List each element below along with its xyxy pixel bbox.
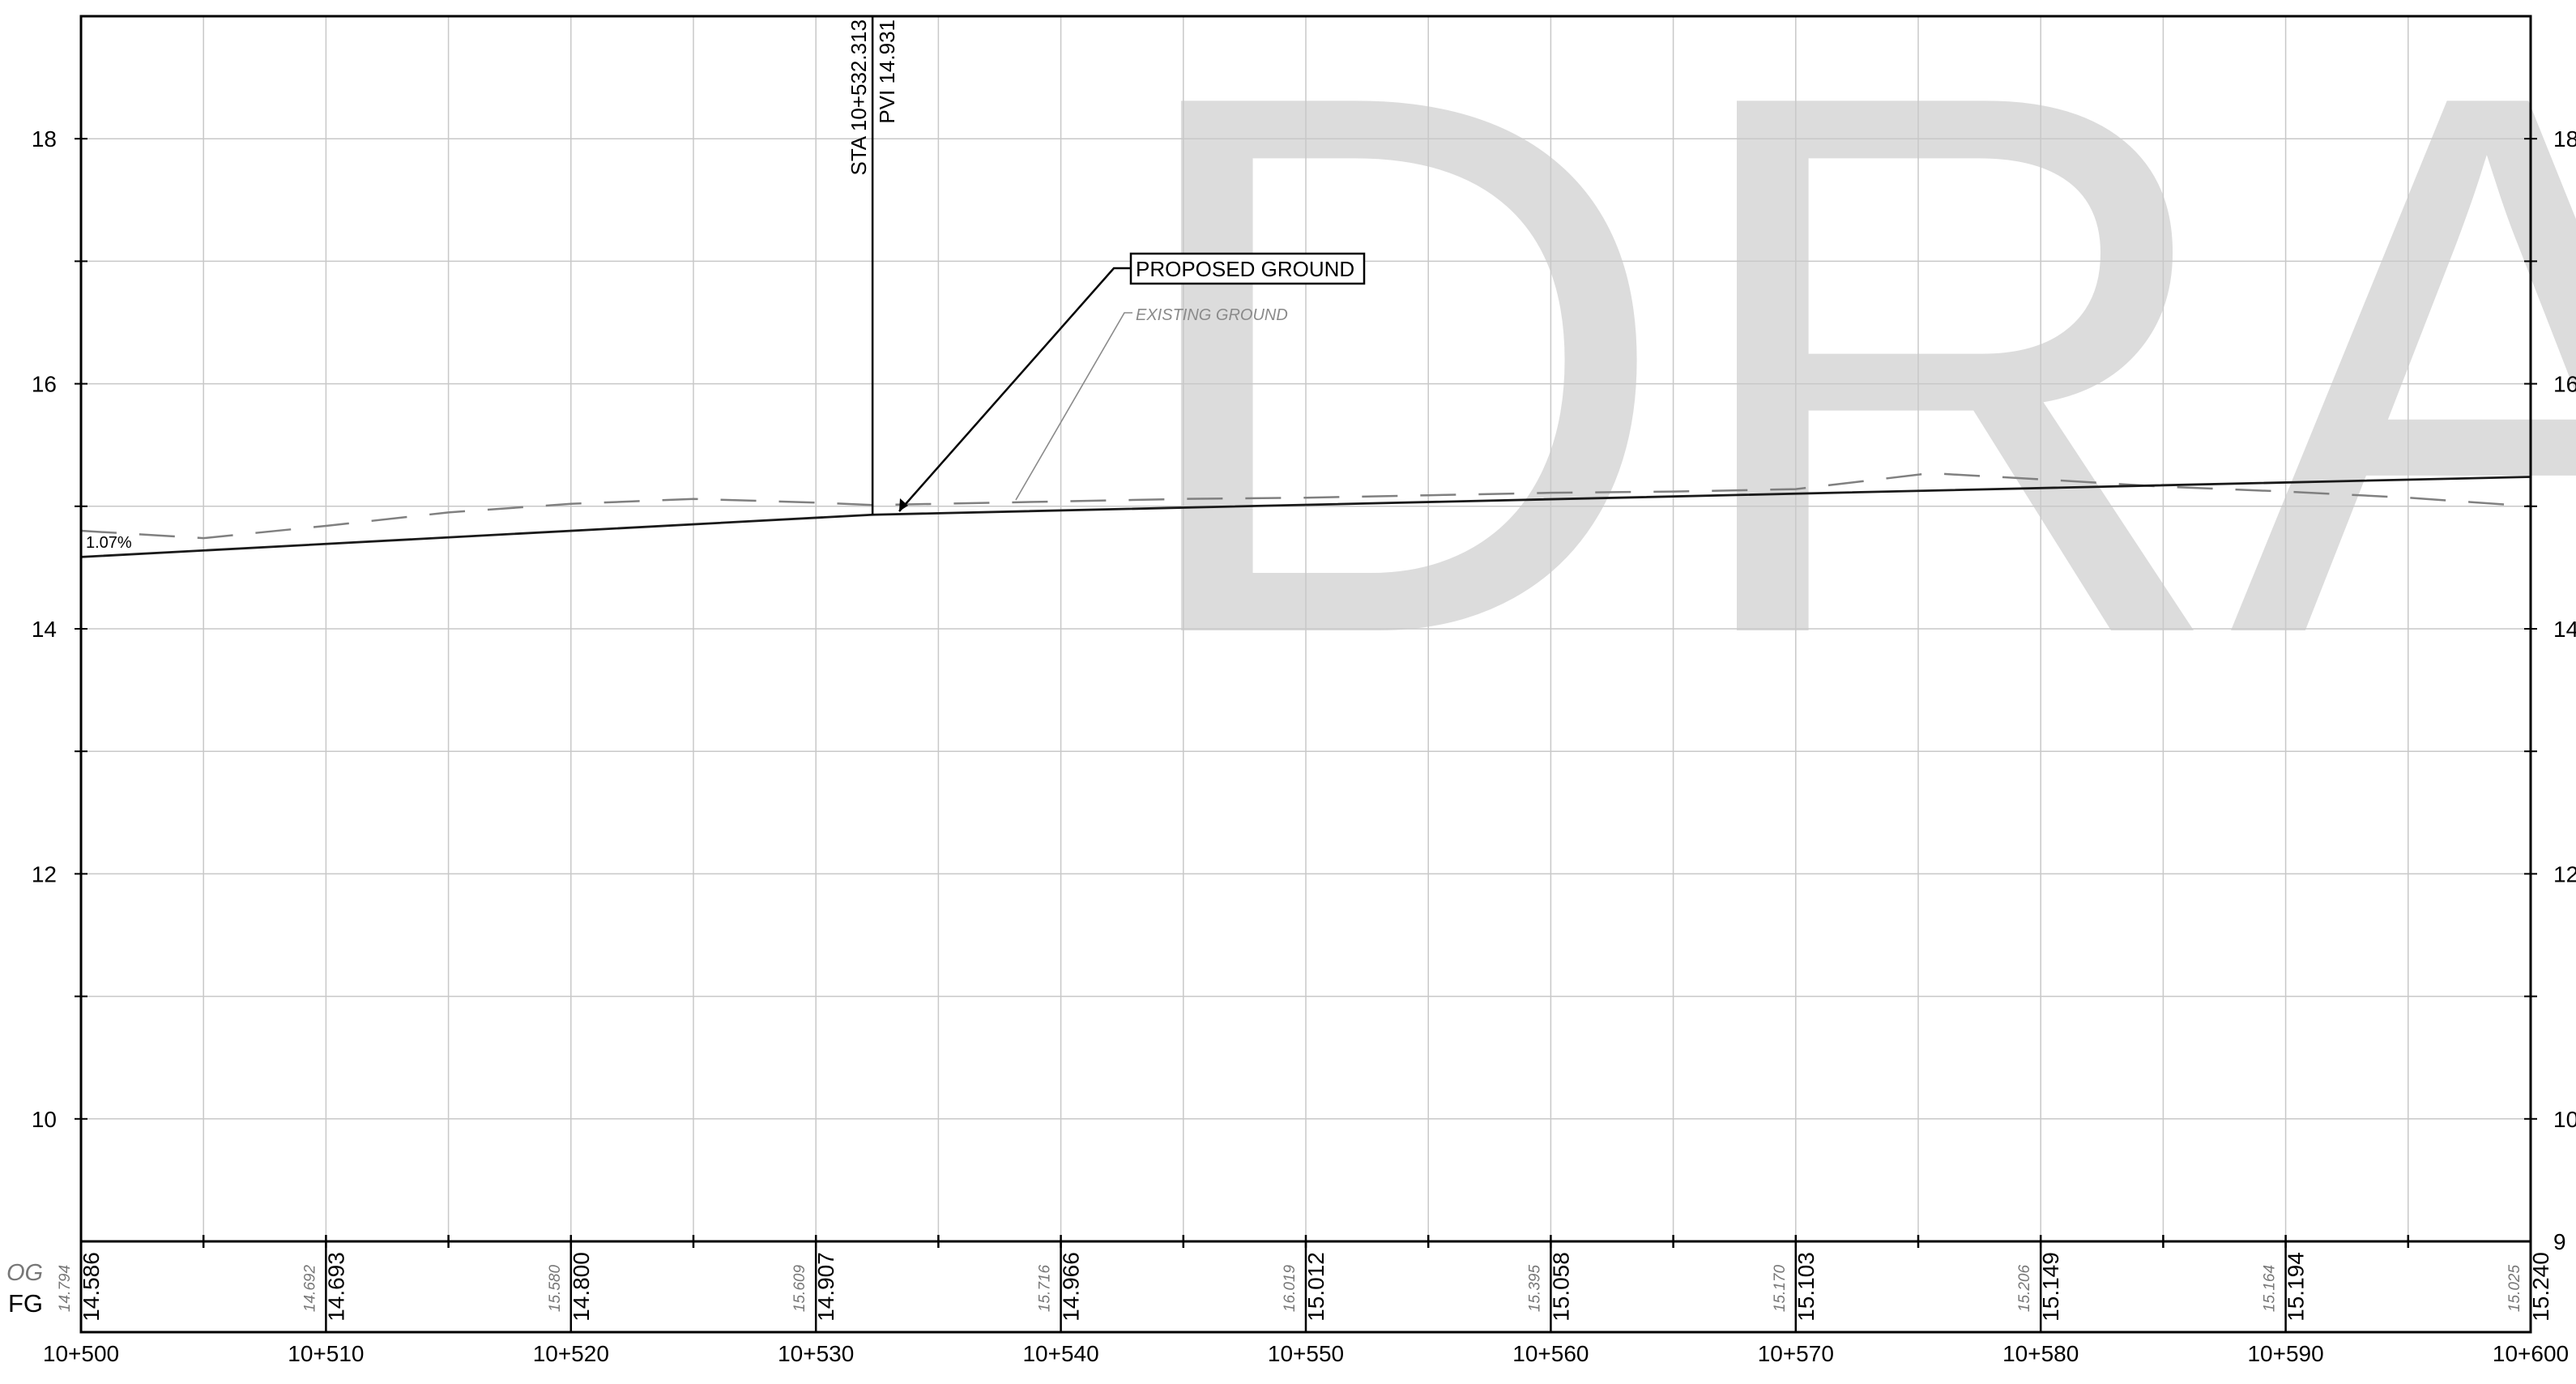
y-axis-tick-label: 10 [32,1107,57,1132]
og-elevation-value: 15.580 [547,1265,564,1313]
existing-ground-line [80,472,2531,540]
station-labels: 10+500 10+510 10+520 10+530 10+540 10+550 10+5… [43,1341,2569,1366]
fg-elevation-value: 15.058 [1548,1252,1573,1322]
station-label: 10+600 [2493,1341,2569,1366]
og-row-label: OG [6,1260,43,1286]
fg-elevation-value: 15.240 [2528,1252,2553,1322]
fg-row-label: FG [8,1289,43,1318]
fg-elevation-value: 15.103 [1793,1252,1819,1322]
y-axis-tick-label-right: 16 [2553,372,2576,397]
y-axis-labels-left: 18 16 14 12 10 [32,126,57,1132]
station-label: 10+540 [1022,1341,1098,1366]
og-elevation-value: 16.019 [1282,1265,1299,1313]
y-axis-tick-label-right: 18 [2553,126,2576,152]
fg-elevation-value: 14.907 [813,1252,838,1322]
grid [81,16,2531,1241]
og-elevation-value: 15.025 [2506,1265,2523,1313]
station-label: 10+530 [778,1341,854,1366]
y-axis-labels-right: 18 16 14 12 10 9 [2553,126,2576,1254]
station-label: 10+580 [2002,1341,2079,1366]
axis-ticks [75,138,2537,1332]
proposed-callout-leader [898,267,1131,512]
pvi-elevation-label: PVI 14.931 [875,19,899,124]
y-axis-tick-label: 18 [32,126,57,152]
fg-elevation-value: 15.149 [2038,1252,2063,1322]
station-label: 10+590 [2247,1341,2323,1366]
og-elevation-value: 15.164 [2262,1265,2279,1312]
existing-callout-leader [1015,312,1132,501]
og-elevation-value: 15.206 [2016,1265,2033,1313]
og-elevation-value: 15.609 [791,1265,808,1313]
station-label: 10+510 [288,1341,364,1366]
station-label: 10+550 [1268,1341,1344,1366]
y-axis-tick-label-right: 9 [2553,1229,2566,1254]
fg-elevation-value: 15.194 [2284,1252,2309,1322]
y-axis-tick-label-right: 10 [2553,1107,2576,1132]
fg-elevation-value: 14.693 [323,1252,348,1322]
station-label: 10+560 [1512,1341,1589,1366]
y-axis-tick-label-right: 12 [2553,861,2576,886]
station-label: 10+570 [1758,1341,1834,1366]
y-axis-tick-label: 14 [32,617,57,642]
y-axis-tick-label: 16 [32,372,57,397]
fg-elevation-value: 14.966 [1059,1252,1084,1322]
existing-callout-label: EXISTING GROUND [1136,306,1288,324]
y-axis-tick-label: 12 [32,861,57,886]
fg-elevation-value: 15.012 [1303,1252,1329,1322]
og-elevation-value: 15.170 [1772,1265,1789,1313]
proposed-callout-arrow [899,498,908,511]
og-elevation-value: 15.395 [1526,1265,1543,1313]
station-label: 10+520 [533,1341,609,1366]
proposed-callout-box [1129,252,1366,285]
fg-elevation-value: 14.586 [79,1252,104,1322]
band-values: 14.794 14.692 15.580 15.609 15.716 16.019 15.3… [57,1252,2553,1322]
fg-elevation-value: 14.800 [569,1252,594,1322]
grade-label: 1.07% [86,534,132,552]
watermark-text: DRA [1118,0,2576,794]
y-axis-tick-label-right: 14 [2553,617,2576,642]
proposed-callout-label: PROPOSED GROUND [1136,257,1354,281]
og-elevation-value: 14.794 [57,1265,74,1312]
pvi-station-label: STA 10+532.313 [847,19,871,176]
og-elevation-value: 14.692 [301,1265,318,1313]
og-elevation-value: 15.716 [1037,1265,1054,1313]
station-label: 10+500 [43,1341,119,1366]
